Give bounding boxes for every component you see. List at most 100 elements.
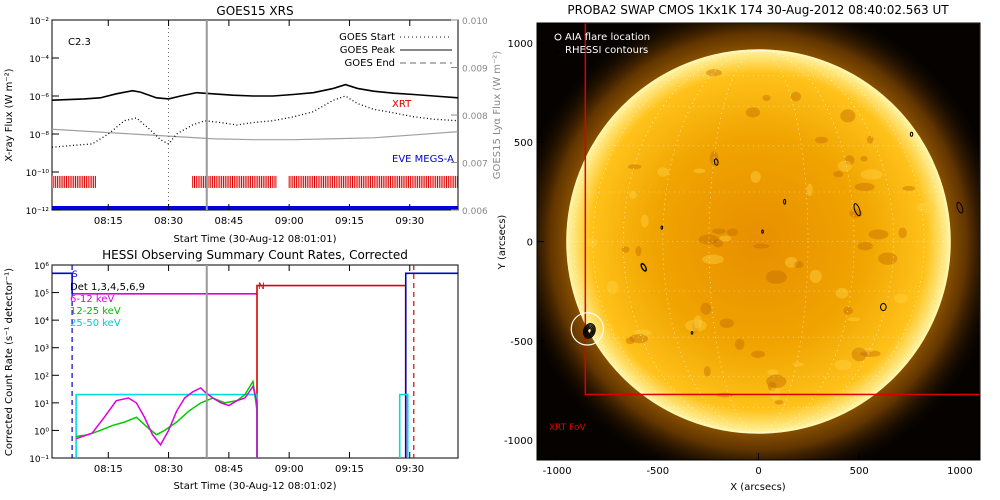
solar-feature <box>840 109 856 123</box>
solar-feature <box>693 315 703 329</box>
solar-feature <box>860 155 868 162</box>
solar-feature <box>657 167 670 177</box>
solar-feature <box>719 235 732 242</box>
hessi-night-flag-line <box>256 284 407 458</box>
swap-x-tick-label: 500 <box>850 466 869 477</box>
rhessi-contour-level <box>582 323 596 339</box>
lya-series-line <box>52 128 458 141</box>
hessi-high-series-line <box>398 393 409 458</box>
solar-feature <box>833 170 844 178</box>
hessi-legend-low: 6-12 keV <box>70 294 114 305</box>
hessi-x-tick-label: 09:00 <box>275 464 304 475</box>
swap-legend: AIA flare location RHESSI contours <box>554 32 650 56</box>
rhessi-contour-6 <box>783 198 787 205</box>
solar-feature <box>700 302 712 315</box>
solar-feature <box>703 366 711 377</box>
rhessi-contour-level <box>761 229 764 234</box>
solar-feature <box>769 387 781 401</box>
hessi-saa-flag-line-2 <box>404 272 458 458</box>
xrt-segment-1 <box>192 175 277 188</box>
rhessi-contour-9 <box>690 331 694 335</box>
solar-feature <box>719 318 734 329</box>
solar-feature <box>750 350 766 358</box>
hessi-x-tick-label: 08:30 <box>154 464 183 475</box>
hessi-y-tick-label: 10⁰ <box>34 427 49 437</box>
solar-feature <box>580 238 598 248</box>
solar-feature <box>790 91 802 102</box>
solar-feature <box>902 186 916 191</box>
goes-y-tick-label: 10⁻⁸ <box>29 131 49 141</box>
rhessi-contour-level <box>713 158 719 166</box>
swap-y-tick-label: 500 <box>514 138 533 149</box>
swap-fov-label: XRT FoV <box>549 423 586 433</box>
goes-y-tick-label-right: 0.006 <box>462 207 488 217</box>
heliographic-grid <box>567 49 950 434</box>
solar-feature <box>814 136 829 144</box>
hessi-ylabel: Corrected Count Rate (s⁻¹ detector⁻¹) <box>4 268 15 456</box>
goes-xrt-label: XRT <box>392 99 412 110</box>
rhessi-contour-2 <box>853 203 861 217</box>
solar-feature <box>860 169 883 180</box>
rhessi-contour-0 <box>582 323 596 339</box>
goes-y-tick-label: 10⁻⁶ <box>29 93 49 103</box>
solar-feature <box>766 374 787 389</box>
solar-feature <box>634 329 652 337</box>
solar-feature <box>745 107 761 118</box>
hessi-y-tick-label: 10⁶ <box>34 262 49 272</box>
solar-feature <box>628 191 637 199</box>
rhessi-contour-level <box>909 131 914 137</box>
solar-feature <box>847 317 861 322</box>
swap-legend-aia-marker <box>554 33 562 41</box>
solar-feature <box>767 369 779 376</box>
swap-image-panel: PROBA2 SWAP CMOS 1Kx1K 174 30-Aug-2012 0… <box>497 3 981 493</box>
goes-xlabel: Start Time (30-Aug-12 08:01:01) <box>173 234 336 245</box>
solar-feature <box>606 280 619 295</box>
goes-xrs-panel: GOES15 XRS 08:15 08:30 08:45 09:00 09:15 09:3… <box>4 4 503 245</box>
xrt-segment-0 <box>52 175 96 188</box>
hessi-x-tick-label: 09:30 <box>395 464 424 475</box>
rhessi-contour-level <box>584 325 594 337</box>
solar-feature <box>702 254 724 265</box>
goes-annotation: C2.3 <box>68 37 91 48</box>
solar-feature <box>809 269 822 283</box>
rhessi-contour-level <box>853 203 861 217</box>
hessi-y-tick-label: 10¹ <box>34 400 49 410</box>
swap-title: PROBA2 SWAP CMOS 1Kx1K 174 30-Aug-2012 0… <box>567 3 949 17</box>
rhessi-contour-level <box>660 225 664 230</box>
goes-y-tick-label: 10⁻⁴ <box>29 55 49 65</box>
goes-y-tick-label-right: 0.009 <box>462 65 488 75</box>
solar-feature <box>844 155 855 166</box>
rhessi-contour-3 <box>956 201 964 214</box>
solar-feature <box>794 261 804 269</box>
swap-y-tick-label: 0 <box>527 238 533 249</box>
swap-xlabel: X (arcsecs) <box>730 482 786 493</box>
solar-feature <box>692 319 700 333</box>
solar-feature <box>712 238 724 248</box>
solar-feature <box>878 252 898 265</box>
solar-feature <box>843 306 853 315</box>
solar-feature <box>627 164 642 170</box>
swap-x-tick-label: 1000 <box>947 466 972 477</box>
rhessi-contour-level <box>956 201 964 214</box>
solar-feature <box>851 347 868 362</box>
solar-feature <box>898 227 907 239</box>
swap-x-tick-label: -1000 <box>543 466 572 477</box>
solar-feature <box>640 214 649 228</box>
goes-eve-label: EVE MEGS-A <box>392 154 454 165</box>
hessi-y-tick-label: 10⁵ <box>34 290 49 300</box>
hessi-x-tick-label: 09:15 <box>335 464 364 475</box>
goes-y-tick-label: 10⁻¹⁰ <box>26 169 50 179</box>
hessi-low-series-line <box>75 384 258 458</box>
swap-x-tick-label: -500 <box>646 466 669 477</box>
hessi-night-flag: N <box>258 282 265 292</box>
goes-plot-frame <box>51 19 459 211</box>
solar-feature <box>857 241 873 251</box>
rhessi-contour-level <box>690 331 694 335</box>
solar-feature <box>767 381 777 392</box>
solar-feature <box>765 270 787 284</box>
rhessi-contour-1 <box>640 262 648 272</box>
goes-x-tick-label: 08:15 <box>94 216 123 227</box>
solar-feature <box>838 160 852 172</box>
solar-feature <box>762 94 771 102</box>
